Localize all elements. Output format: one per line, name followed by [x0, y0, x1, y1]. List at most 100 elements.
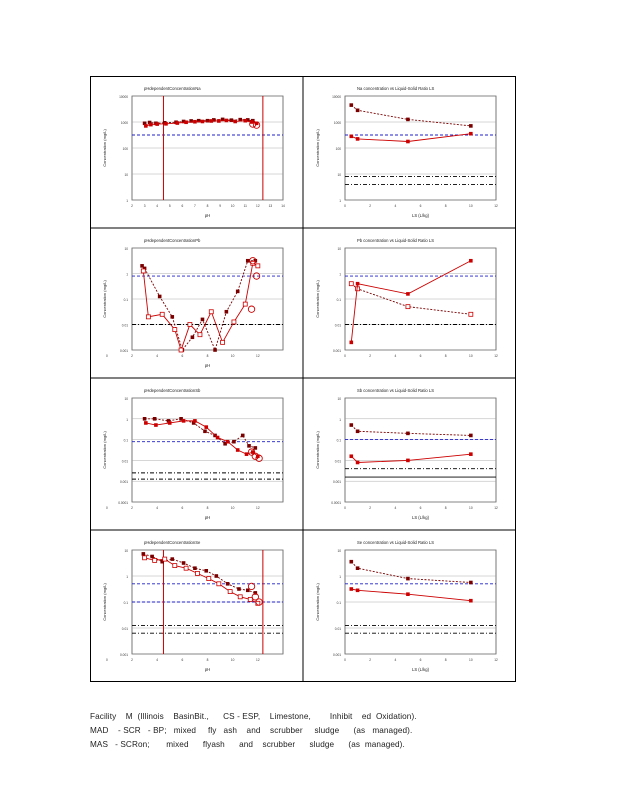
caption-line-3: MAS - SCRon; mixed flyash and scrubber s… — [90, 740, 405, 749]
data-point-square — [355, 566, 360, 570]
data-point-square — [211, 118, 216, 122]
data-point-circle — [247, 582, 256, 591]
data-point-square — [469, 258, 473, 263]
plot-area — [344, 397, 497, 503]
data-point-square — [238, 117, 243, 122]
x-tick-label: 12 — [256, 354, 260, 358]
x-tick-label: 4 — [394, 506, 396, 510]
x-tick-label: 6 — [420, 506, 422, 510]
data-point-circle — [255, 454, 263, 462]
y-axis-label: Concentration (mg/L) — [315, 583, 320, 621]
x-tick-label: 0 — [106, 506, 108, 510]
data-point-square — [220, 339, 226, 345]
data-point-square — [190, 335, 195, 340]
data-point-square — [164, 122, 168, 126]
data-point-square — [217, 119, 221, 123]
y-tick-label: 0.001 — [333, 349, 341, 353]
data-point-square — [141, 552, 146, 556]
panel-title: Na concentration vs Liquid-Solid Ratio L… — [357, 86, 434, 91]
data-point-square — [251, 450, 255, 454]
x-tick-label: 8 — [445, 506, 447, 510]
series-line-mas — [350, 453, 471, 463]
data-point-square — [193, 419, 197, 423]
panel-title: pHdependentConcentrationSe — [144, 540, 201, 545]
data-point-circle — [251, 452, 259, 460]
data-point-square — [355, 588, 360, 593]
data-point-square — [469, 124, 473, 128]
data-point-square — [140, 264, 144, 268]
data-point-circle — [247, 305, 256, 313]
panel-title: Se concentration vs Liquid-Solid Ratio L… — [357, 540, 434, 545]
y-tick-label: 10 — [124, 247, 128, 251]
x-axis-label: pH — [205, 363, 210, 368]
x-tick-label: 2 — [131, 354, 133, 358]
data-point-square — [172, 563, 178, 569]
x-axis-label: LS (L/kg) — [412, 515, 430, 520]
data-point-square — [349, 340, 354, 345]
x-tick-label: 10 — [469, 506, 473, 510]
data-point-square — [469, 452, 473, 456]
data-point-square — [181, 419, 186, 423]
x-axis-label: pH — [205, 515, 210, 520]
y-tick-label: 0.01 — [122, 627, 128, 631]
data-point-square — [142, 266, 147, 271]
y-tick-label: 0.01 — [335, 324, 341, 328]
x-tick-label: 13 — [269, 204, 273, 208]
data-point-square — [205, 118, 210, 123]
data-point-square — [406, 117, 410, 122]
data-point-square — [220, 117, 225, 122]
data-point-square — [231, 319, 237, 325]
data-point-square — [193, 566, 197, 570]
data-point-square — [206, 576, 212, 582]
x-tick-label: 6 — [420, 354, 422, 358]
x-tick-label: 6 — [420, 204, 422, 208]
x-tick-label: 4 — [394, 354, 396, 358]
data-point-square — [142, 121, 147, 126]
data-point-circle — [251, 593, 259, 601]
data-point-square — [196, 118, 201, 123]
data-point-circle — [247, 448, 256, 456]
data-point-square — [349, 587, 354, 591]
data-point-square — [181, 119, 186, 124]
data-point-square — [235, 289, 240, 294]
data-point-square — [348, 281, 354, 287]
y-tick-label: 0.1 — [337, 439, 342, 443]
y-axis-label: Concentration (mg/L) — [102, 583, 107, 621]
x-tick-label: 4 — [156, 658, 158, 662]
y-tick-label: 0.01 — [122, 324, 128, 328]
data-point-square — [245, 118, 250, 122]
data-point-square — [406, 592, 410, 596]
y-tick-label: 10 — [337, 397, 341, 401]
leaching-figure: 10000 1000 100 10 1 2 3 4 5 6 7 8 9 10 11 12 13 14 pHdepen… — [90, 76, 516, 682]
x-tick-label: 9 — [219, 204, 221, 208]
data-point-square — [406, 292, 410, 296]
data-point-square — [140, 268, 146, 274]
x-tick-label: 2 — [131, 204, 133, 208]
y-axis-label: Concentration (mg/L) — [102, 129, 107, 167]
data-point-square — [183, 565, 189, 571]
x-tick-label: 4 — [156, 354, 158, 358]
data-point-square — [254, 121, 259, 126]
data-point-square — [355, 137, 360, 141]
x-tick-label: 7 — [194, 204, 196, 208]
data-point-square — [253, 258, 258, 263]
panel-title: Sb concentration vs Liquid-Solid Ratio L… — [357, 388, 434, 393]
x-tick-label: 2 — [131, 658, 133, 662]
y-tick-label: 0.1 — [124, 298, 129, 302]
data-point-square — [216, 581, 222, 587]
y-tick-label: 10000 — [119, 95, 128, 99]
data-point-circle — [255, 598, 263, 606]
data-point-square — [406, 458, 410, 463]
y-tick-label: 1 — [126, 273, 128, 277]
data-point-square — [208, 309, 214, 315]
data-point-square — [214, 574, 219, 578]
x-tick-label: 8 — [207, 506, 209, 510]
y-tick-label: 10 — [124, 173, 128, 177]
x-tick-label: 6 — [181, 658, 183, 662]
y-axis-label: Concentration (mg/L) — [315, 280, 320, 318]
data-point-square — [172, 327, 178, 333]
data-point-square — [355, 429, 360, 434]
